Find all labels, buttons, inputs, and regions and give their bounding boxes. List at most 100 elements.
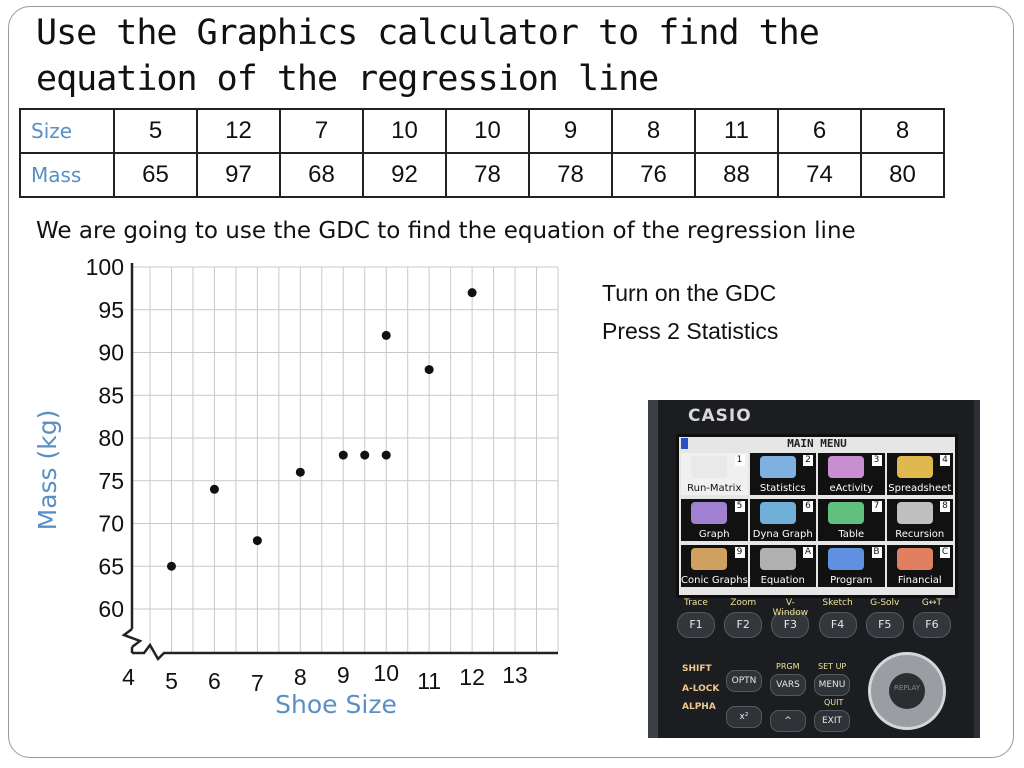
x-tick-label: 9 [337, 662, 350, 688]
row-label-mass: Mass [19, 152, 115, 198]
size-cell: 11 [694, 108, 779, 154]
data-point [295, 467, 305, 477]
mass-cell: 80 [860, 152, 945, 198]
app-tile[interactable]: 7 Table [818, 499, 885, 541]
size-cell: 12 [196, 108, 281, 154]
replay-dpad[interactable]: REPLAY [868, 652, 946, 730]
app-number: 9 [734, 547, 745, 558]
app-icon [896, 548, 933, 570]
function-key: V-Window F3 [770, 598, 810, 638]
app-number: B [871, 547, 882, 558]
function-key-caption: Zoom [730, 598, 757, 608]
app-grid: 1 Run-Matrix 2 Statistics 3 eActivity 4 Spreads… [681, 453, 953, 587]
calculator-edge [648, 400, 658, 738]
app-label: Financial [897, 575, 942, 586]
mass-cell: 92 [362, 152, 447, 198]
app-tile[interactable]: 2 Statistics [749, 453, 816, 495]
mass-cell: 78 [528, 152, 613, 198]
f-key-button[interactable]: F2 [724, 612, 763, 638]
app-tile[interactable]: 9 Conic Graphs [681, 545, 748, 587]
alpha-label: ALPHA [682, 702, 716, 712]
data-point [467, 288, 477, 298]
app-label: Table [838, 529, 865, 540]
table-row-size: Size 5 12 7 10 10 9 8 11 6 8 [19, 108, 945, 154]
size-cell: 10 [445, 108, 530, 154]
data-point [381, 450, 391, 460]
f-key-button[interactable]: F3 [771, 612, 810, 638]
app-label: Recursion [895, 529, 945, 540]
app-tile[interactable]: 1 Run-Matrix [681, 453, 748, 495]
alock-label: A-LOCK [682, 684, 720, 694]
data-point [381, 330, 391, 340]
app-tile[interactable]: A Equation [749, 545, 816, 587]
app-number: 1 [734, 455, 745, 466]
app-number: 7 [871, 501, 882, 512]
f-key-button[interactable]: F6 [912, 612, 951, 638]
function-key: Trace F1 [676, 598, 716, 638]
dpad-center: REPLAY [889, 673, 925, 709]
data-point [424, 365, 434, 375]
app-tile[interactable]: 6 Dyna Graph [749, 499, 816, 541]
menu-key[interactable]: MENU [814, 674, 850, 696]
y-axis-title: Mass (kg) [33, 410, 62, 531]
calculator-edge-right [974, 400, 980, 738]
f-key-button[interactable]: F1 [677, 612, 715, 638]
calculator-brand: CASIO [688, 406, 752, 426]
app-label: Conic Graphs [681, 575, 748, 586]
mass-cell: 68 [279, 152, 364, 198]
y-tick-label: 60 [98, 596, 124, 622]
app-icon [828, 502, 864, 524]
size-cell: 5 [113, 108, 198, 154]
instruction-line-1: Turn on the GDC [602, 280, 777, 306]
f-key-button[interactable]: F4 [818, 612, 857, 638]
mass-cell: 74 [777, 152, 862, 198]
y-tick-label: 95 [98, 297, 124, 323]
function-key-caption: Trace [684, 598, 708, 608]
app-label: Program [830, 575, 873, 586]
mass-cell: 97 [196, 152, 281, 198]
app-tile[interactable]: 5 Graph [681, 499, 748, 541]
exit-key[interactable]: EXIT [814, 710, 850, 732]
function-key: G-Solv F5 [865, 598, 905, 638]
size-cell: 7 [279, 108, 364, 154]
app-icon [828, 456, 864, 478]
app-label: Dyna Graph [752, 529, 813, 540]
app-tile[interactable]: B Program [818, 545, 885, 587]
app-number: A [803, 547, 813, 558]
table-row-mass: Mass 65 97 68 92 78 78 76 88 74 80 [19, 152, 945, 198]
app-label: Spreadsheet [888, 483, 952, 494]
main-menu-title: MAIN MENU [787, 437, 847, 450]
vars-key[interactable]: VARS [770, 674, 806, 696]
y-tick-label: 90 [98, 340, 124, 366]
optn-key[interactable]: OPTN [726, 670, 762, 692]
app-tile[interactable]: C Financial [886, 545, 953, 587]
size-cell: 9 [528, 108, 613, 154]
app-label: eActivity [829, 483, 874, 494]
app-icon [759, 502, 796, 524]
size-cell: 8 [611, 108, 696, 154]
app-tile[interactable]: 3 eActivity [818, 453, 885, 495]
up-key[interactable]: ^ [770, 710, 806, 732]
app-label: Equation [760, 575, 805, 586]
x-tick-label: 4 [122, 664, 135, 690]
app-tile[interactable]: 8 Recursion [886, 499, 953, 541]
x-tick-label: 5 [165, 668, 178, 694]
app-icon [896, 456, 933, 478]
app-tile[interactable]: 4 Spreadsheet [886, 453, 953, 495]
app-label: Graph [698, 529, 730, 540]
data-point [209, 484, 219, 494]
setup-label: SET UP [818, 662, 847, 671]
data-point [166, 561, 176, 571]
app-icon [691, 502, 727, 524]
square-key[interactable]: x² [726, 706, 762, 728]
x-tick-label: 12 [459, 664, 485, 690]
f-key-button[interactable]: F5 [865, 612, 904, 638]
x-tick-label: 6 [208, 668, 221, 694]
function-key: Zoom F2 [723, 598, 763, 638]
app-icon [691, 456, 727, 478]
app-icon [759, 548, 796, 570]
size-cell: 6 [777, 108, 862, 154]
function-key-caption: G-Solv [870, 598, 900, 608]
x-tick-label: 13 [502, 662, 528, 688]
x-tick-label: 7 [251, 670, 264, 696]
